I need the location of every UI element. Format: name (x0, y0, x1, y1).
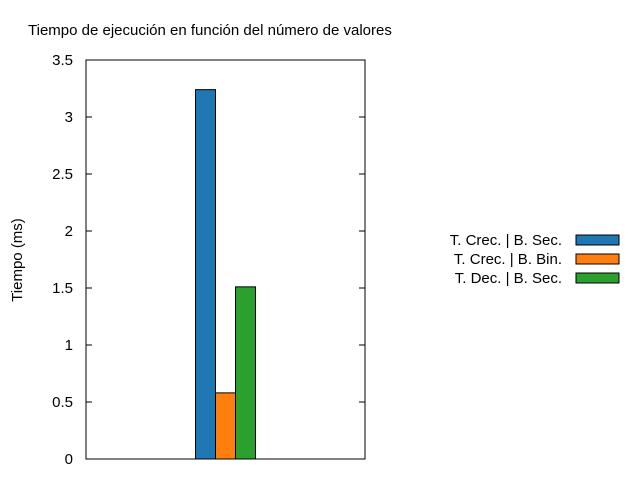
legend-label: T. Crec. | B. Bin. (454, 251, 562, 268)
legend: T. Crec. | B. Sec. T. Crec. | B. Bin. T. D… (450, 232, 620, 287)
legend-swatch (575, 234, 620, 246)
y-axis-label: Tiempo (ms) (9, 218, 26, 302)
y-tick-label: 2.5 (52, 166, 73, 183)
bar-3 (235, 286, 256, 460)
plot-area: 0 0.5 1 1.5 2 2.5 3 3.5 (52, 52, 366, 468)
y-tick-label: 3 (65, 109, 73, 126)
legend-label: T. Dec. | B. Sec. (455, 270, 562, 287)
y-tick-label: 1 (65, 337, 73, 354)
y-tick-label: 0 (65, 451, 73, 468)
legend-label: T. Crec. | B. Sec. (450, 232, 562, 249)
chart-title: Tiempo de ejecución en función del númer… (28, 22, 392, 39)
y-tick-label: 3.5 (52, 52, 73, 69)
y-tick-label: 2 (65, 223, 73, 240)
legend-swatch (575, 253, 620, 265)
y-tick-label: 0.5 (52, 394, 73, 411)
bar-2 (215, 392, 236, 460)
y-tick-label: 1.5 (52, 280, 73, 297)
bar-1 (195, 89, 216, 460)
legend-swatch (575, 272, 620, 284)
